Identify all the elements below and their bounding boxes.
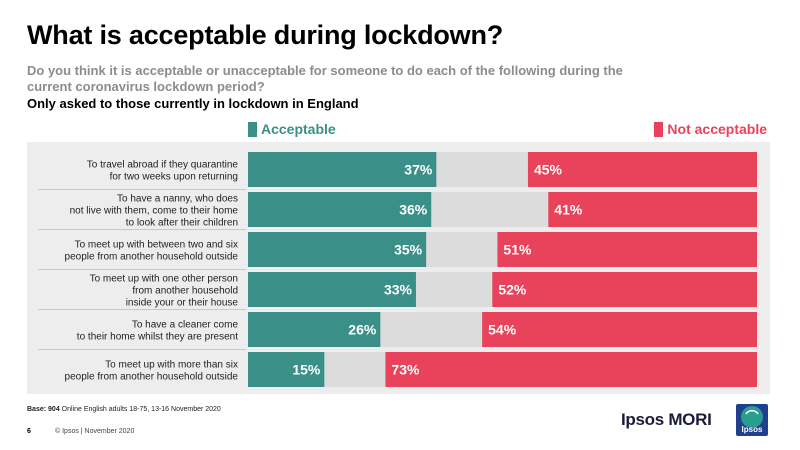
bar-not-acceptable-4	[482, 312, 757, 347]
category-label-0: To travel abroad if they quarantine for t…	[87, 160, 239, 183]
ipsos-logo-graphic	[741, 406, 763, 428]
label-not-acceptable-4: 54%	[488, 322, 517, 338]
category-label-2: To meet up with between two and six peopl…	[65, 240, 239, 263]
category-label-line: people from another household outside	[65, 372, 239, 383]
bar-not-acceptable-3	[492, 272, 757, 307]
label-acceptable-5: 15%	[292, 362, 321, 378]
bar-not-acceptable-1	[548, 192, 757, 227]
category-label-line: To meet up with more than six	[105, 360, 238, 371]
category-label-5: To meet up with more than six people from…	[65, 360, 239, 383]
bar-acceptable-3	[248, 272, 416, 307]
legend-not-acceptable-label: Not acceptable	[667, 121, 767, 137]
bar-acceptable-5	[248, 352, 325, 387]
base-value: 904	[48, 406, 60, 413]
bar-acceptable-2	[248, 232, 427, 267]
category-label-1: To have a nanny, who does not live with t…	[70, 194, 239, 229]
label-not-acceptable-3: 52%	[498, 282, 527, 298]
page-title: What is acceptable during lockdown?	[27, 20, 504, 50]
label-not-acceptable-0: 45%	[534, 162, 563, 178]
bar-acceptable-1	[248, 192, 432, 227]
bar-not-acceptable-0	[527, 152, 757, 187]
category-label-4: To have a cleaner come to their home whil…	[77, 320, 239, 343]
category-label-line: inside your or their house	[126, 298, 239, 309]
category-label-line: To have a cleaner come	[132, 320, 239, 331]
legend-not-acceptable: Not acceptable	[654, 121, 767, 137]
legend-acceptable-swatch	[248, 121, 257, 137]
base-note: Base: 904 Online English adults 18-75, 1…	[27, 406, 221, 413]
category-label-line: To meet up with between two and six	[75, 240, 238, 251]
category-label-line: people from another household outside	[65, 252, 239, 263]
sample-note: Only asked to those currently in lockdow…	[27, 96, 359, 111]
base-label: Base:	[27, 406, 47, 413]
legend-not-acceptable-swatch	[654, 121, 664, 137]
category-label-line: not live with them, come to their home	[70, 206, 239, 217]
ipsos-logo: Ipsos	[736, 404, 768, 436]
category-label-line: from another household	[132, 286, 238, 297]
bar-acceptable-4	[248, 312, 381, 347]
category-label-3: To meet up with one other person from ano…	[90, 274, 239, 309]
label-acceptable-3: 33%	[384, 282, 413, 298]
survey-question: Do you think it is acceptable or unaccep…	[27, 63, 623, 94]
category-label-line: To meet up with one other person	[90, 274, 238, 285]
category-label-line: to look after their children	[126, 218, 238, 229]
page-number: 6	[27, 428, 31, 435]
label-not-acceptable-2: 51%	[503, 242, 532, 258]
bar-not-acceptable-2	[497, 232, 757, 267]
category-label-line: To travel abroad if they quarantine	[87, 160, 239, 171]
label-not-acceptable-5: 73%	[391, 362, 420, 378]
bar-not-acceptable-5	[385, 352, 757, 387]
category-label-line: to their home whilst they are present	[77, 332, 238, 343]
label-acceptable-0: 37%	[404, 162, 433, 178]
legend-acceptable: Acceptable	[248, 121, 336, 137]
base-text: Online English adults 18-75, 13-16 Novem…	[61, 406, 221, 413]
label-acceptable-1: 36%	[399, 202, 428, 218]
logo-text: Ipsos	[741, 425, 763, 434]
category-label-line: for two weeks upon returning	[110, 172, 238, 183]
copyright: © Ipsos | November 2020	[55, 428, 135, 435]
legend-acceptable-label: Acceptable	[261, 121, 336, 137]
brand-name: Ipsos MORI	[621, 410, 712, 429]
category-label-line: To have a nanny, who does	[117, 194, 238, 205]
bar-acceptable-0	[248, 152, 437, 187]
label-not-acceptable-1: 41%	[554, 202, 583, 218]
label-acceptable-4: 26%	[348, 322, 377, 338]
label-acceptable-2: 35%	[394, 242, 423, 258]
